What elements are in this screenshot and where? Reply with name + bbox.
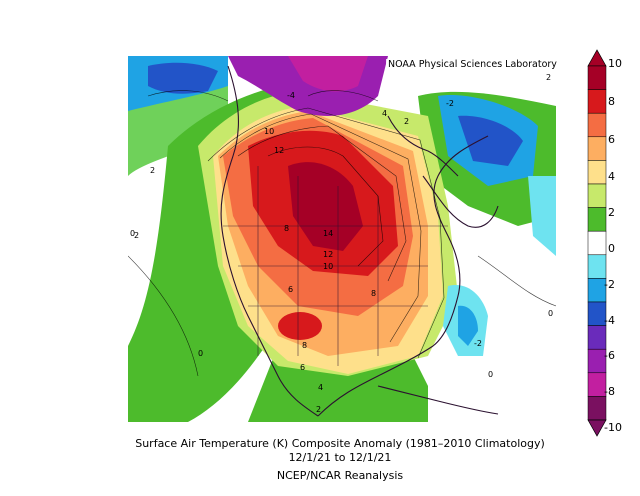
colorbar-swatch	[587, 136, 607, 161]
colorbar-tick-label: -4	[604, 314, 615, 327]
temperature-anomaly-map: 2 -4 4 2 -2 10 12 2 8 14 12 10 8 6 8 6 4…	[128, 56, 556, 422]
credit-label: NOAA Physical Sciences Laboratory	[386, 59, 559, 70]
contour-label: 4	[318, 383, 323, 392]
contour-label: 6	[288, 285, 293, 294]
contour-label: 2	[316, 405, 321, 414]
contour-label: 14	[323, 229, 333, 238]
contour-label: 10	[264, 127, 274, 136]
magenta-cold-anomaly	[288, 56, 368, 92]
colorbar-swatch	[587, 325, 607, 350]
date-range: 12/1/21 to 12/1/21	[288, 451, 392, 464]
dark-red-anomaly-max	[288, 162, 363, 251]
contour-label: -2	[474, 339, 482, 348]
dark-blue-anomaly-alaska	[148, 62, 218, 94]
contour-label: 0	[130, 229, 135, 238]
contour-label: 10	[323, 262, 333, 271]
colorbar-swatch	[587, 112, 607, 138]
contour-label: 8	[371, 289, 376, 298]
colorbar-legend	[585, 48, 635, 438]
colorbar-swatch	[587, 65, 607, 90]
colorbar-boxes	[587, 49, 607, 437]
contour-lines	[128, 90, 556, 377]
contour-label: 4	[382, 109, 387, 118]
contour-label: 0	[488, 370, 493, 379]
colorbar-tick-label: 0	[608, 242, 615, 255]
colorbar-swatch	[587, 230, 607, 256]
southern-warm-spot	[278, 312, 322, 340]
colorbar-swatch	[587, 396, 607, 421]
political-borders	[223, 166, 448, 366]
colorbar-swatch	[587, 254, 607, 279]
colorbar-bottom-arrow	[587, 419, 607, 437]
colorbar-tick-label: 10	[608, 57, 622, 70]
dark-blue-anomaly-labrador	[458, 115, 523, 166]
colorbar-swatch	[587, 160, 607, 185]
contour-label-group: 2 -4 4 2 -2 10 12 2 8 14 12 10 8 6 8 6 4…	[130, 73, 553, 414]
coastlines	[220, 65, 499, 417]
colorbar-svg	[587, 49, 607, 437]
colorbar-tick-label: -2	[604, 278, 615, 291]
contour-label: 6	[300, 363, 305, 372]
contour-label: 12	[323, 250, 333, 259]
contour-label: 12	[274, 146, 284, 155]
contour-label: 8	[302, 341, 307, 350]
cyan-anomaly-atlantic	[528, 176, 556, 256]
colorbar-tick-label: -10	[604, 421, 622, 434]
colorbar-swatch	[587, 183, 607, 208]
colorbar-tick-label: -6	[604, 349, 615, 362]
contour-label: 2	[134, 231, 139, 240]
contour-label: -2	[446, 99, 454, 108]
colorbar-tick-label: 4	[608, 170, 615, 183]
colorbar-tick-label: -8	[604, 385, 615, 398]
contour-label: 2	[404, 117, 409, 126]
blue-anomaly-florida	[458, 305, 478, 346]
contour-label: 8	[284, 224, 289, 233]
colorbar-swatch	[587, 89, 607, 114]
contour-label: 0	[548, 309, 553, 318]
contour-label: 0	[198, 349, 203, 358]
colorbar-tick-label: 6	[608, 133, 615, 146]
colorbar-tick-label: 8	[608, 95, 615, 108]
colorbar-tick-label: 2	[608, 206, 615, 219]
data-source: NCEP/NCAR Reanalysis	[276, 469, 404, 482]
contour-label: 2	[150, 166, 155, 175]
contour-label: 2	[546, 73, 551, 82]
colorbar-top-arrow	[587, 49, 607, 67]
map-title: Surface Air Temperature (K) Composite An…	[135, 437, 545, 450]
map-svg: 2 -4 4 2 -2 10 12 2 8 14 12 10 8 6 8 6 4…	[128, 56, 556, 422]
colorbar-swatch	[587, 207, 607, 232]
contour-label: -4	[287, 91, 295, 100]
